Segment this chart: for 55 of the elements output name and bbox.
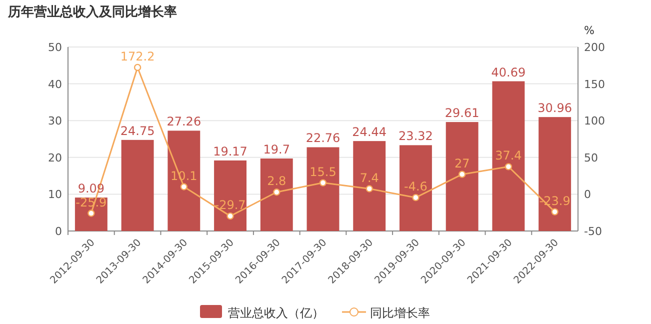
bar [168, 130, 200, 231]
point [551, 208, 558, 216]
bar [306, 147, 340, 231]
point [366, 185, 373, 192]
point [458, 170, 466, 178]
data-label: 27 [454, 156, 470, 170]
y-tick-label: 40 [48, 78, 62, 91]
y-tick-label: 0 [55, 225, 62, 238]
data-label: 24.75 [120, 124, 155, 138]
point [226, 212, 234, 220]
data-label: -4.6 [404, 180, 428, 194]
data-label: -29.7 [214, 198, 246, 212]
point [412, 194, 420, 202]
y2-tick-label: 150 [584, 78, 605, 91]
data-label: 23.32 [398, 129, 433, 144]
point [134, 64, 142, 72]
point [319, 179, 327, 186]
data-label: 29.61 [444, 106, 480, 120]
point [504, 163, 512, 170]
point [180, 183, 188, 190]
y2-axis-title: % [584, 24, 594, 37]
legend-label: 营业总收入（亿） [228, 306, 324, 320]
bar [260, 158, 293, 231]
y2-tick-label: 200 [584, 41, 605, 54]
y2-tick-label: 50 [584, 151, 598, 164]
data-label: 172.2 [120, 49, 155, 64]
data-label: 40.69 [491, 65, 526, 80]
point [88, 210, 95, 217]
y-tick-label: 10 [48, 188, 62, 202]
legend-label: 同比增长率 [370, 306, 430, 320]
data-label: 24.44 [352, 125, 387, 140]
data-label: 27.26 [166, 114, 202, 129]
bar [214, 160, 246, 231]
point [273, 188, 280, 196]
y2-tick-label: 100 [584, 114, 605, 128]
bar [538, 117, 572, 231]
data-label: 37.4 [495, 148, 522, 163]
bar [492, 81, 525, 231]
data-label: 7.4 [360, 170, 379, 185]
bar [400, 145, 432, 231]
chart-title: 历年营业总收入及同比增长率 [7, 4, 177, 20]
bar [446, 122, 478, 231]
data-label: 2.8 [267, 174, 286, 188]
data-label: 15.5 [310, 164, 336, 179]
y-tick-label: 30 [48, 114, 62, 128]
bar [353, 141, 386, 231]
y-tick-label: 20 [48, 151, 62, 164]
data-label: 30.96 [538, 101, 572, 116]
data-label: 22.76 [306, 131, 340, 146]
y-tick-label: 50 [48, 41, 62, 54]
data-label: 19.7 [263, 142, 290, 157]
y2-tick-label: -50 [584, 225, 602, 238]
bar [121, 140, 154, 231]
data-label: 19.17 [213, 144, 248, 158]
y2-tick-label: 0 [584, 188, 591, 202]
